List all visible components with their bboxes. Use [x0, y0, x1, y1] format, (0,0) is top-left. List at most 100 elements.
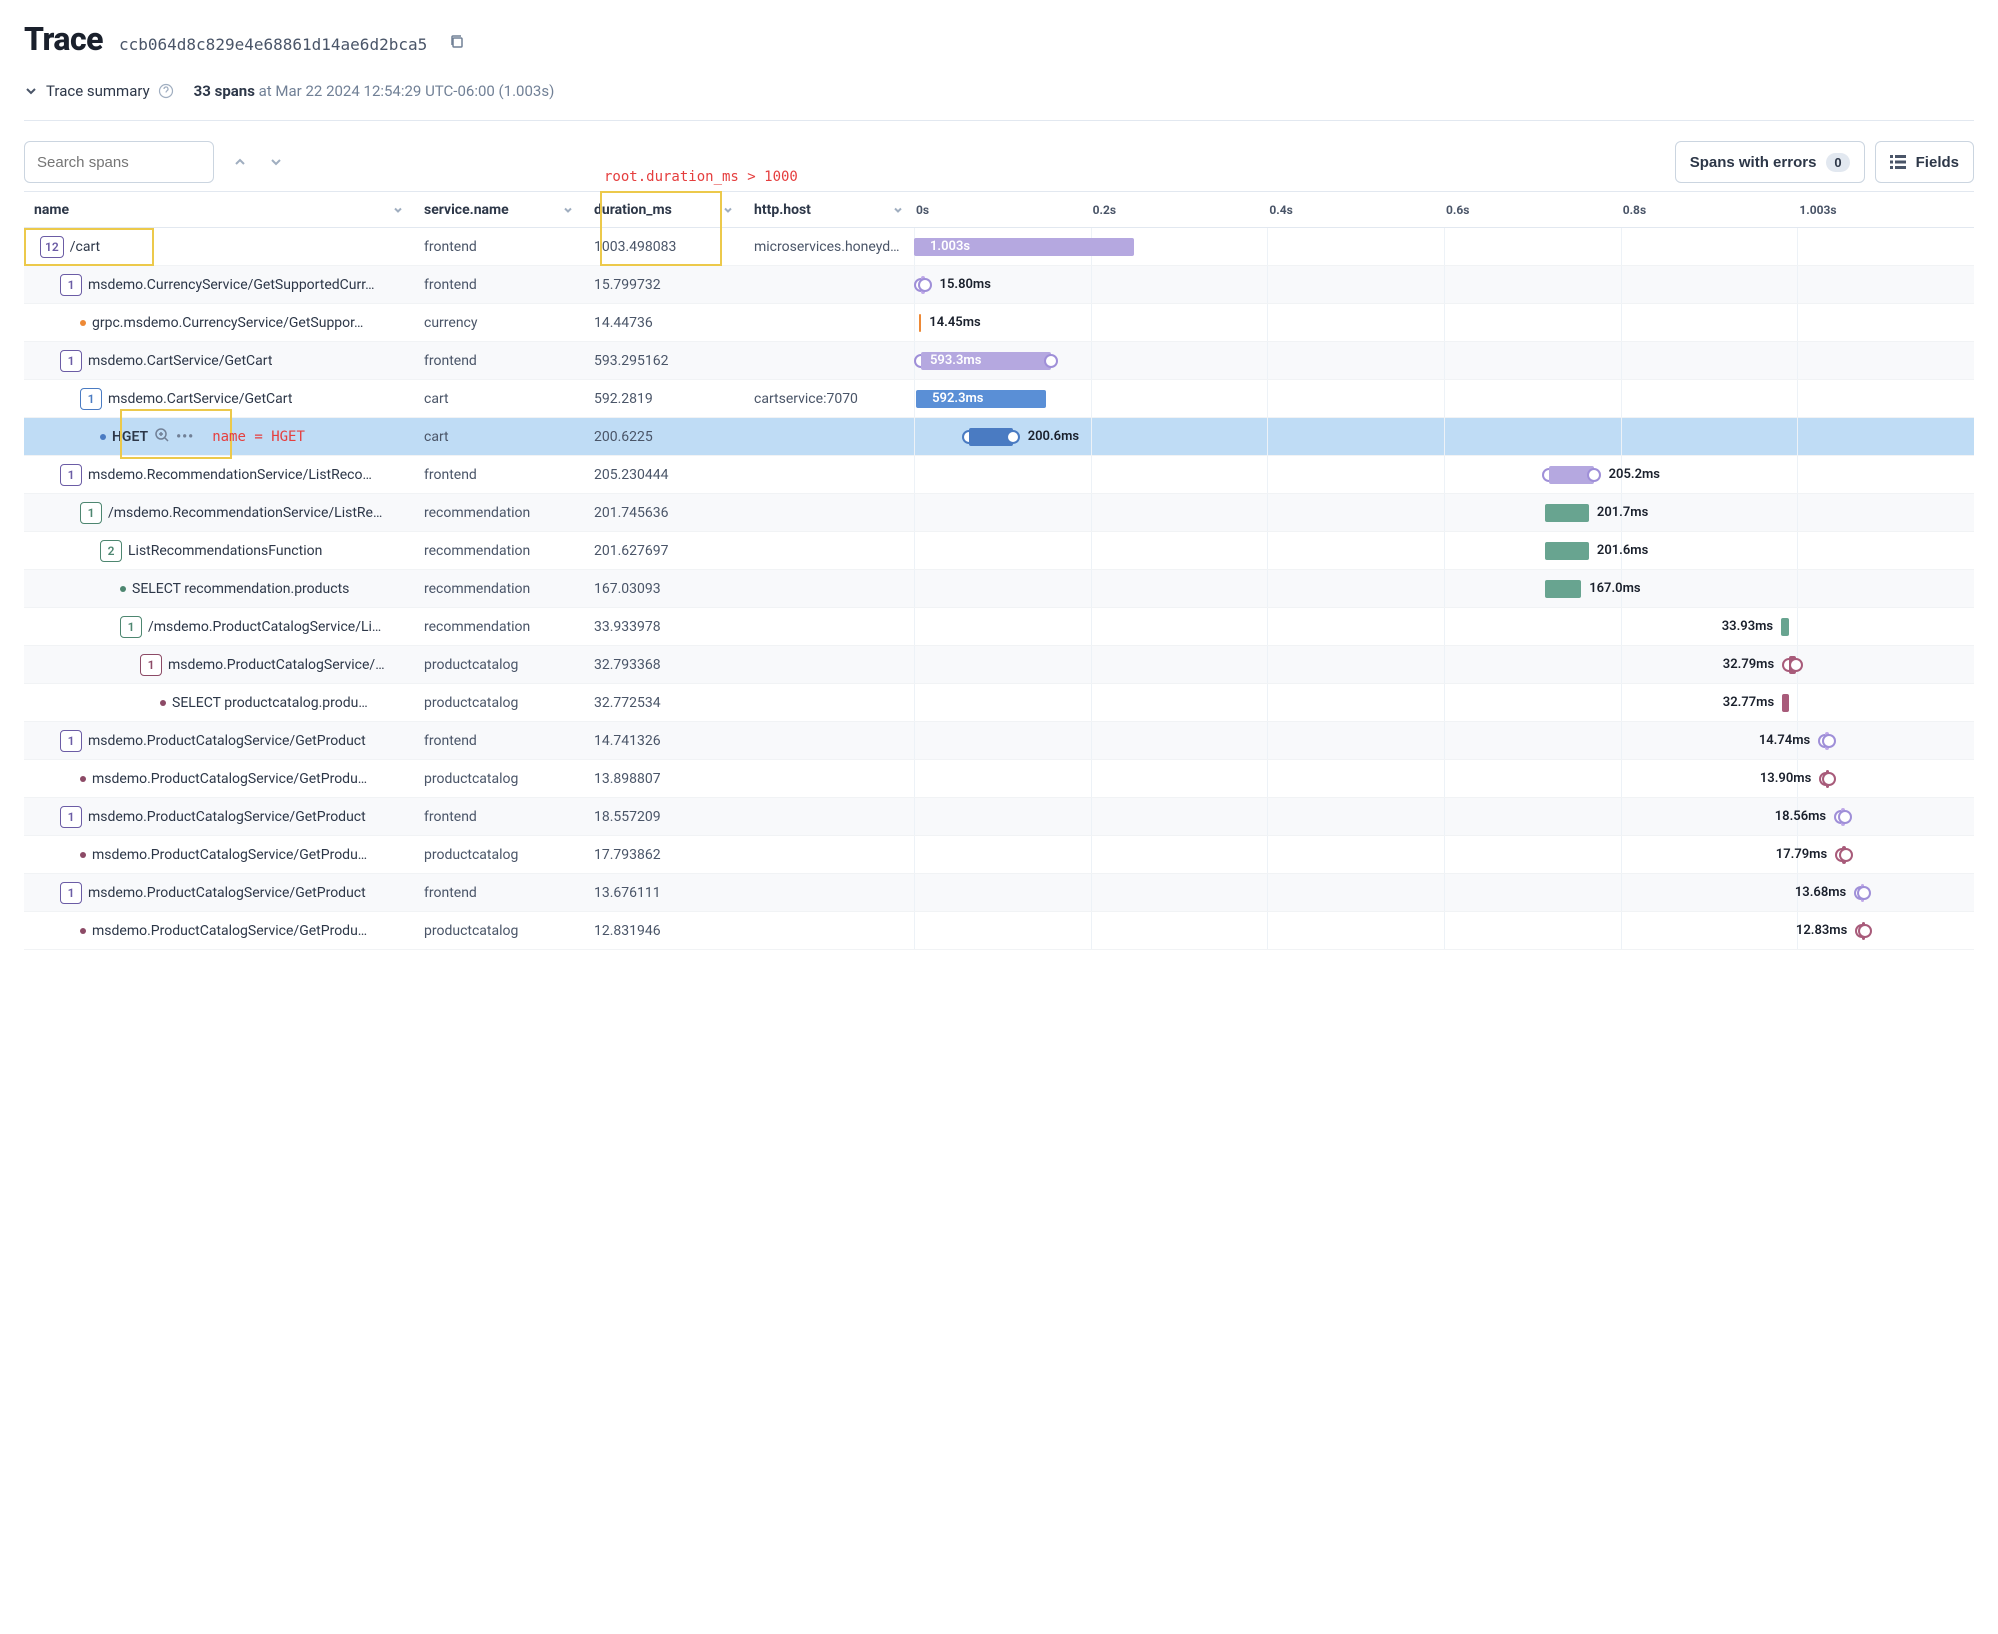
span-count-badge[interactable]: 1 — [120, 616, 142, 638]
next-span-button[interactable] — [260, 146, 292, 178]
timeline-row[interactable]: 200.6ms — [914, 418, 1974, 456]
duration-value: 12.831946 — [594, 923, 661, 939]
chevron-down-icon — [562, 204, 574, 216]
spans-with-errors-button[interactable]: Spans with errors 0 — [1675, 141, 1865, 183]
column-header-service[interactable]: service.name — [414, 192, 584, 228]
spans-meta: 33 spans at Mar 22 2024 12:54:29 UTC-06:… — [194, 82, 555, 100]
span-row[interactable]: msdemo.ProductCatalogService/GetProdu… — [24, 836, 414, 874]
timeline-row[interactable]: 14.74ms — [914, 722, 1974, 760]
trace-id: ccb064d8c829e4e68861d14ae6d2bca5 — [119, 35, 427, 54]
column-header-name[interactable]: name — [24, 192, 414, 228]
span-name: msdemo.ProductCatalogService/… — [168, 657, 385, 673]
timeline-row[interactable]: 13.90ms — [914, 760, 1974, 798]
copy-icon[interactable] — [449, 34, 465, 50]
span-row[interactable]: 1msdemo.CartService/GetCart — [24, 342, 414, 380]
timeline-row[interactable]: 592.3ms — [914, 380, 1974, 418]
timeline-row[interactable]: 15.80ms — [914, 266, 1974, 304]
span-name: grpc.msdemo.CurrencyService/GetSuppor… — [92, 315, 363, 331]
span-count-badge[interactable]: 1 — [60, 882, 82, 904]
span-count-badge[interactable]: 1 — [60, 730, 82, 752]
duration-value: 205.230444 — [594, 467, 669, 483]
span-count-badge[interactable]: 1 — [60, 350, 82, 372]
span-row[interactable]: 2 ListRecommendationsFunction — [24, 532, 414, 570]
timeline-row[interactable]: 593.3ms — [914, 342, 1974, 380]
span-name: /msdemo.RecommendationService/ListRe… — [108, 505, 382, 521]
span-row[interactable]: 1/msdemo.RecommendationService/ListRe… — [24, 494, 414, 532]
span-count-badge[interactable]: 1 — [80, 388, 102, 410]
span-row[interactable]: 1 msdemo.ProductCatalogService/GetProduct — [24, 722, 414, 760]
search-input[interactable] — [24, 141, 214, 183]
span-bar — [919, 314, 921, 332]
span-name: msdemo.RecommendationService/ListReco… — [88, 467, 372, 483]
fields-button[interactable]: Fields — [1875, 141, 1974, 183]
timeline-row[interactable]: 32.79ms — [914, 646, 1974, 684]
span-name: ListRecommendationsFunction — [128, 543, 322, 559]
service-name: frontend — [424, 353, 477, 369]
leaf-dot-icon — [160, 700, 166, 706]
service-name: frontend — [424, 809, 477, 825]
span-row[interactable]: 1msdemo.CurrencyService/GetSupportedCurr… — [24, 266, 414, 304]
duration-value: 167.03093 — [594, 581, 661, 597]
timeline-row[interactable]: 17.79ms — [914, 836, 1974, 874]
duration-value: 1003.498083 — [594, 239, 676, 255]
column-header-host[interactable]: http.host — [744, 192, 914, 228]
more-icon[interactable]: ••• — [176, 429, 194, 445]
service-name: productcatalog — [424, 771, 518, 787]
span-row[interactable]: 1 msdemo.ProductCatalogService/… — [24, 646, 414, 684]
span-name: msdemo.ProductCatalogService/GetProdu… — [92, 923, 367, 939]
span-count-badge[interactable]: 2 — [100, 540, 122, 562]
span-row[interactable]: msdemo.ProductCatalogService/GetProdu… — [24, 912, 414, 950]
column-header-duration[interactable]: duration_ms — [584, 192, 744, 228]
timeline-row[interactable]: 14.45ms — [914, 304, 1974, 342]
timeline-row[interactable]: 33.93ms — [914, 608, 1974, 646]
span-count-badge[interactable]: 1 — [140, 654, 162, 676]
service-name: frontend — [424, 277, 477, 293]
timeline-row[interactable]: 32.77ms — [914, 684, 1974, 722]
chevron-down-icon — [24, 84, 38, 98]
span-row[interactable]: SELECT productcatalog.produ… — [24, 684, 414, 722]
span-row[interactable]: 1 msdemo.RecommendationService/ListReco… — [24, 456, 414, 494]
timeline-row[interactable]: 201.6ms — [914, 532, 1974, 570]
duration-value: 13.898807 — [594, 771, 661, 787]
service-name: productcatalog — [424, 657, 518, 673]
span-count-badge[interactable]: 1 — [60, 806, 82, 828]
chevron-down-icon — [722, 204, 734, 216]
zoom-icon[interactable] — [154, 427, 170, 447]
span-row[interactable]: msdemo.ProductCatalogService/GetProdu… — [24, 760, 414, 798]
span-row[interactable]: 1/msdemo.ProductCatalogService/Li… — [24, 608, 414, 646]
timeline-row[interactable]: 167.0ms — [914, 570, 1974, 608]
span-row[interactable]: 12/cart — [24, 228, 414, 266]
span-count-badge[interactable]: 1 — [60, 274, 82, 296]
help-icon[interactable] — [158, 83, 174, 99]
span-duration-label: 14.45ms — [929, 315, 980, 330]
service-name: frontend — [424, 885, 477, 901]
timeline-row[interactable]: 13.68ms — [914, 874, 1974, 912]
timeline-row[interactable]: 201.7ms — [914, 494, 1974, 532]
timeline-row[interactable]: 205.2ms — [914, 456, 1974, 494]
leaf-dot-icon — [120, 586, 126, 592]
timeline-row[interactable]: 18.56ms — [914, 798, 1974, 836]
prev-span-button[interactable] — [224, 146, 256, 178]
summary-toggle[interactable]: Trace summary — [24, 82, 174, 100]
service-name: recommendation — [424, 581, 530, 597]
span-name: msdemo.ProductCatalogService/GetProduct — [88, 733, 366, 749]
span-count-badge[interactable]: 1 — [60, 464, 82, 486]
span-row[interactable]: grpc.msdemo.CurrencyService/GetSuppor… — [24, 304, 414, 342]
span-count-badge[interactable]: 12 — [40, 236, 64, 258]
duration-value: 201.745636 — [594, 505, 669, 521]
timeline-row[interactable]: 1.003s — [914, 228, 1974, 266]
span-row[interactable]: 1msdemo.CartService/GetCart — [24, 380, 414, 418]
span-duration-label: 167.0ms — [1589, 581, 1640, 596]
span-name: msdemo.ProductCatalogService/GetProduct — [88, 809, 366, 825]
service-name: recommendation — [424, 619, 530, 635]
duration-value: 13.676111 — [594, 885, 661, 901]
span-bar — [1545, 504, 1589, 522]
span-duration-label: 201.7ms — [1597, 505, 1648, 520]
span-count-badge[interactable]: 1 — [80, 502, 102, 524]
service-name: frontend — [424, 239, 477, 255]
span-row[interactable]: SELECT recommendation.products — [24, 570, 414, 608]
span-row[interactable]: 1 msdemo.ProductCatalogService/GetProduct — [24, 798, 414, 836]
span-row[interactable]: 1msdemo.ProductCatalogService/GetProduct — [24, 874, 414, 912]
timeline-row[interactable]: 12.83ms — [914, 912, 1974, 950]
span-row[interactable]: HGET•••name = HGET — [24, 418, 414, 456]
